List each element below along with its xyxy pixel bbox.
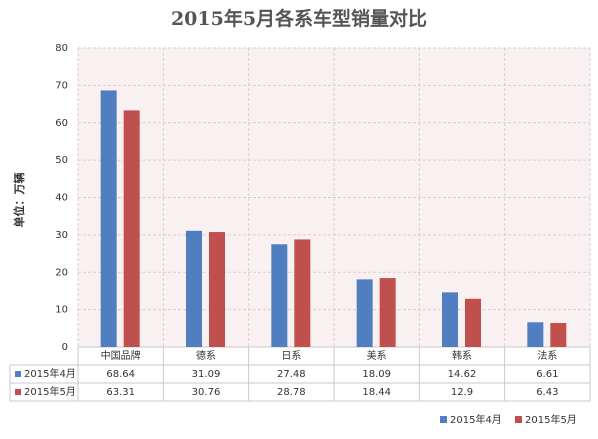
table-value: 6.61: [536, 369, 558, 380]
table-value: 28.78: [277, 387, 306, 398]
bar: [123, 110, 140, 347]
y-tick-label: 0: [62, 342, 68, 353]
bar: [465, 298, 481, 347]
x-tick-label: 中国品牌: [101, 349, 141, 362]
legend-key: [440, 416, 447, 423]
bar: [271, 244, 288, 347]
y-tick-label: 20: [55, 267, 68, 278]
bar: [294, 239, 311, 347]
bar: [379, 278, 396, 347]
y-tick-label: 50: [55, 155, 68, 166]
x-tick-label: 美系: [367, 349, 387, 362]
y-axis-label: 单位：万辆: [12, 173, 26, 228]
legend-key: [515, 416, 522, 423]
y-tick-label: 30: [55, 230, 68, 241]
bar: [100, 90, 117, 347]
table-value: 30.76: [192, 387, 221, 398]
legend-label: 2015年5月: [525, 413, 577, 426]
x-tick-label: 德系: [196, 349, 216, 362]
table-value: 6.43: [536, 387, 558, 398]
table-value: 63.31: [106, 387, 135, 398]
bar: [209, 232, 225, 347]
bar: [186, 230, 202, 347]
table-value: 68.64: [106, 369, 135, 380]
table-value: 18.09: [362, 369, 391, 380]
table-value: 27.48: [277, 369, 306, 380]
legend-label: 2015年4月: [450, 413, 502, 426]
bar: [550, 322, 567, 347]
table-value: 12.9: [451, 387, 473, 398]
bar: [527, 322, 544, 347]
table-legend-key: [15, 371, 21, 377]
table-value: 18.44: [362, 387, 391, 398]
y-tick-label: 80: [55, 43, 68, 54]
y-tick-label: 40: [55, 193, 68, 204]
chart-title: 2015年5月各系车型销量对比: [171, 7, 427, 30]
y-tick-label: 70: [55, 80, 68, 91]
bar: [442, 292, 458, 347]
bar: [356, 279, 373, 347]
x-tick-label: 法系: [537, 349, 557, 362]
table-series-name: 2015年4月: [24, 367, 76, 380]
table-legend-key: [15, 389, 21, 395]
y-tick-label: 10: [55, 305, 68, 316]
x-tick-label: 日系: [281, 350, 301, 362]
table-value: 31.09: [192, 369, 221, 380]
table-series-name: 2015年5月: [24, 385, 76, 398]
table-value: 14.62: [448, 369, 477, 380]
y-tick-label: 60: [55, 118, 68, 129]
x-tick-label: 韩系: [452, 349, 472, 362]
